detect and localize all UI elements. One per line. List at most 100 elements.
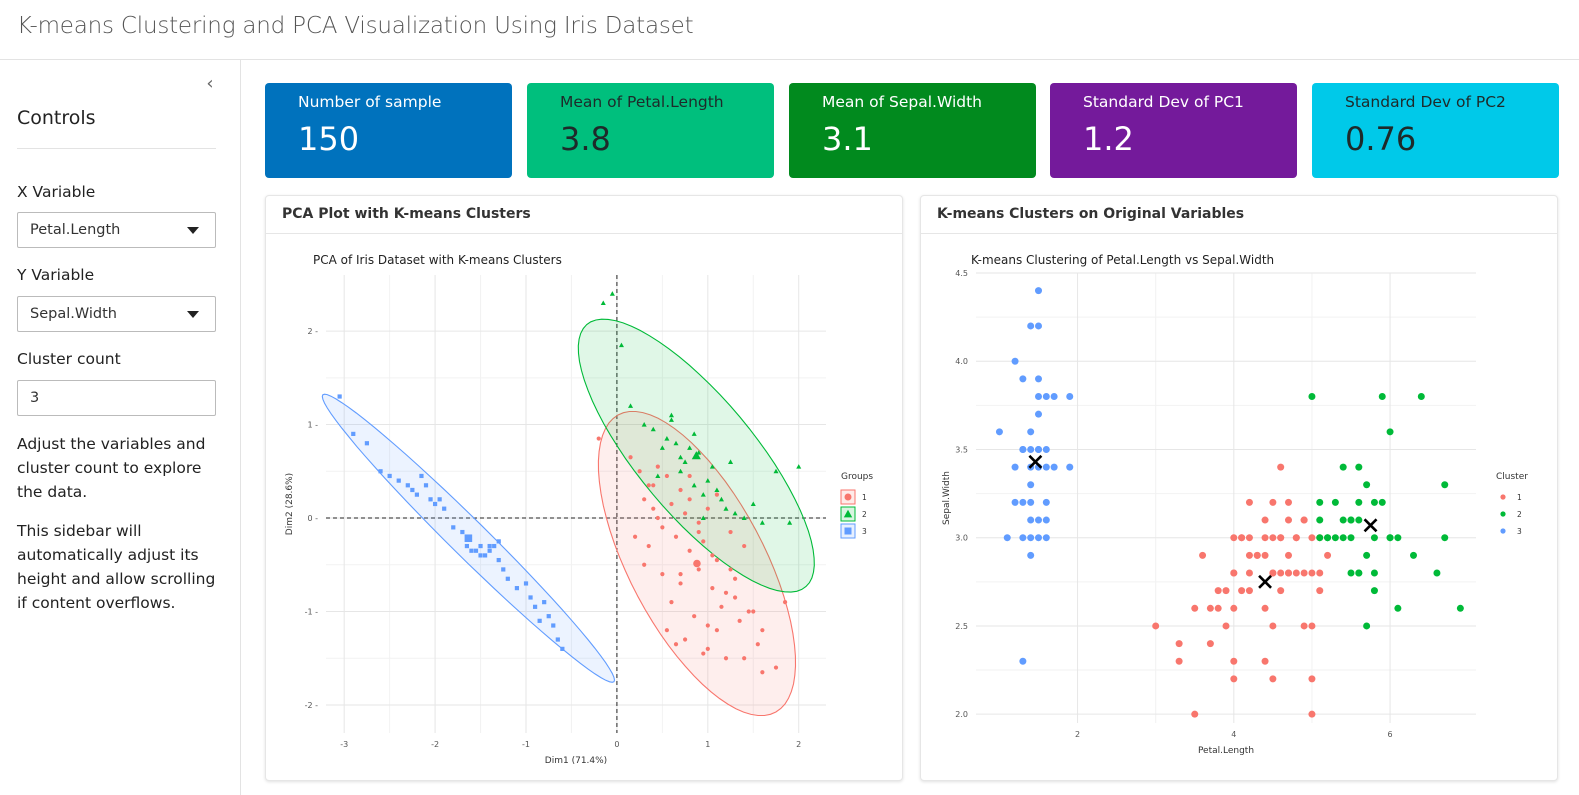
data-point-cluster-1 — [710, 586, 715, 591]
data-point-cluster-2 — [1324, 534, 1332, 542]
data-point-cluster-2 — [1433, 569, 1441, 577]
y-tick-label: 3.5 — [955, 445, 968, 454]
data-point-cluster-1 — [746, 609, 751, 614]
data-point-cluster-2 — [723, 506, 729, 511]
data-point-cluster-1 — [1292, 534, 1300, 542]
y-tick-label: 2 - — [307, 327, 318, 336]
data-point-cluster-1 — [673, 534, 679, 539]
data-point-cluster-3 — [1035, 287, 1042, 295]
data-point-cluster-3 — [405, 483, 410, 488]
data-point-cluster-1 — [723, 590, 729, 595]
group-center-3 — [464, 534, 473, 543]
data-point-cluster-3 — [523, 581, 529, 586]
data-point-cluster-2 — [1410, 551, 1417, 559]
data-point-cluster-2 — [609, 291, 615, 296]
data-point-cluster-2 — [668, 412, 674, 418]
data-point-cluster-3 — [1019, 445, 1027, 453]
data-point-cluster-3 — [1042, 463, 1050, 471]
data-point-cluster-1 — [719, 604, 724, 609]
legend-label-2: 2 — [862, 510, 867, 519]
x-tick-label: 1 — [705, 740, 710, 749]
data-point-cluster-3 — [1027, 428, 1035, 436]
x-tick-label: 2 — [796, 740, 801, 749]
data-point-cluster-1 — [678, 487, 683, 493]
data-point-cluster-1 — [710, 553, 715, 558]
data-point-cluster-1 — [1277, 463, 1285, 471]
data-point-cluster-1 — [1230, 675, 1238, 683]
data-point-cluster-1 — [1222, 622, 1230, 630]
data-point-cluster-1 — [1285, 498, 1292, 506]
data-point-cluster-1 — [1191, 604, 1199, 612]
pca-chart: PCA of Iris Dataset with K-means Cluster… — [285, 253, 873, 766]
data-point-cluster-1 — [1253, 551, 1261, 559]
data-point-cluster-1 — [1261, 551, 1269, 559]
value-box-sd-pc2: Standard Dev of PC2 0.76 — [1312, 83, 1559, 178]
data-point-cluster-3 — [496, 557, 501, 563]
data-point-cluster-1 — [646, 543, 651, 549]
y-tick-label: 4.5 — [955, 269, 968, 278]
data-point-cluster-1 — [642, 562, 647, 567]
data-point-cluster-1 — [1300, 516, 1308, 524]
value-box-value: 1.2 — [1083, 120, 1134, 158]
data-point-cluster-3 — [442, 506, 447, 511]
y-tick-label: -2 - — [305, 701, 319, 710]
data-point-cluster-1 — [1222, 587, 1230, 595]
data-point-cluster-2 — [787, 520, 793, 525]
x-variable-select[interactable]: Petal.Length — [17, 212, 216, 248]
data-point-cluster-3 — [1050, 393, 1058, 401]
data-point-cluster-2 — [668, 417, 674, 422]
data-point-cluster-1 — [655, 515, 660, 521]
value-box-caption: Mean of Sepal.Width — [822, 93, 983, 111]
card-title: K-means Clusters on Original Variables — [937, 206, 1245, 222]
data-point-cluster-3 — [464, 543, 470, 549]
data-point-cluster-3 — [1027, 516, 1035, 524]
data-point-cluster-2 — [1386, 534, 1394, 542]
data-point-cluster-3 — [396, 478, 401, 483]
data-point-cluster-1 — [1261, 516, 1269, 524]
y-axis-label: Dim2 (28.6%) — [285, 473, 295, 535]
data-point-cluster-2 — [1316, 534, 1324, 542]
data-point-cluster-1 — [669, 600, 674, 605]
data-point-cluster-3 — [546, 614, 551, 619]
data-point-cluster-1 — [1300, 569, 1308, 577]
value-box-mean-petal-length: Mean of Petal.Length 3.8 — [527, 83, 774, 178]
data-point-cluster-3 — [387, 473, 392, 479]
data-point-cluster-2 — [1378, 498, 1386, 506]
data-point-cluster-1 — [660, 572, 665, 577]
data-point-cluster-2 — [714, 487, 720, 492]
data-point-cluster-1 — [1175, 657, 1183, 665]
data-point-cluster-1 — [692, 614, 697, 619]
x-tick-label: 0 — [614, 740, 619, 749]
data-point-cluster-2 — [728, 459, 734, 464]
page-title: K-means Clustering and PCA Visualization… — [17, 13, 694, 39]
value-box-value: 3.1 — [822, 120, 873, 158]
data-point-cluster-2 — [682, 459, 688, 464]
data-point-cluster-2 — [741, 515, 747, 521]
chevron-left-icon[interactable]: ‹ — [206, 73, 214, 94]
data-point-cluster-1 — [660, 525, 665, 530]
data-point-cluster-3 — [496, 539, 501, 544]
cluster-count-input[interactable] — [17, 380, 216, 416]
data-point-cluster-1 — [1261, 657, 1269, 665]
data-point-cluster-3 — [478, 543, 483, 549]
data-point-cluster-1 — [1175, 640, 1183, 648]
y-variable-select[interactable]: Sepal.Width — [17, 296, 216, 332]
data-point-cluster-2 — [1339, 516, 1347, 524]
data-point-cluster-3 — [532, 604, 538, 609]
data-point-cluster-1 — [1316, 587, 1324, 595]
card-header: PCA Plot with K-means Clusters — [266, 196, 902, 234]
data-point-cluster-1 — [760, 628, 765, 633]
data-point-cluster-2 — [700, 492, 706, 497]
data-point-cluster-1 — [1300, 622, 1308, 630]
data-point-cluster-2 — [1316, 516, 1324, 524]
y-tick-label: 4.0 — [955, 357, 968, 366]
data-point-cluster-2 — [796, 464, 802, 469]
data-point-cluster-2 — [1370, 534, 1378, 542]
data-point-cluster-1 — [714, 492, 720, 497]
data-point-cluster-2 — [1331, 498, 1339, 506]
data-point-cluster-3 — [492, 543, 497, 549]
data-point-cluster-1 — [1269, 675, 1277, 683]
data-point-cluster-2 — [1347, 534, 1355, 542]
data-point-cluster-2 — [1370, 498, 1378, 506]
data-point-cluster-3 — [1019, 498, 1027, 506]
